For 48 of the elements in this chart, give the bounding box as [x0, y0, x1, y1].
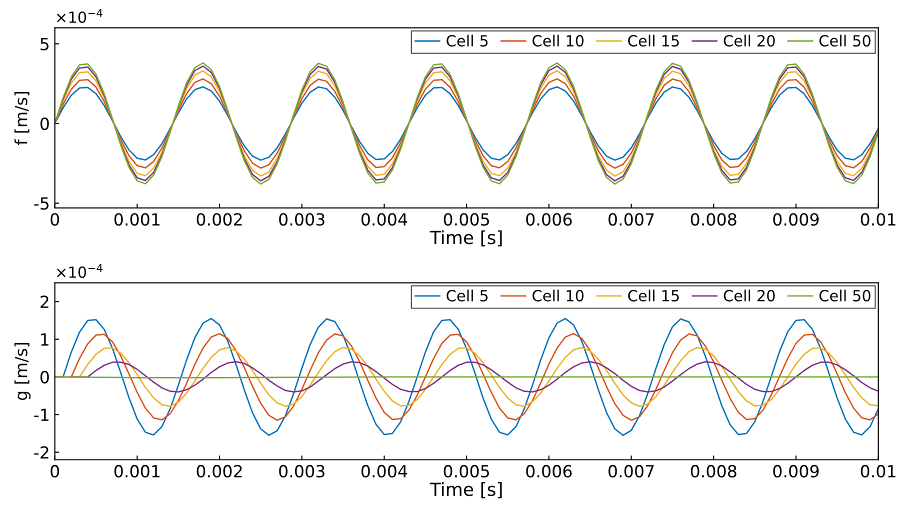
legend-label: Cell 20 [724, 290, 775, 302]
line-series [54, 86, 878, 161]
y-tick-label: 5 [40, 38, 49, 50]
legend-label: Cell 10 [532, 290, 584, 302]
legend-label: Cell 10 [532, 34, 584, 47]
legend-label: Cell 5 [446, 290, 488, 302]
x-tick-label: 0.003 [279, 213, 324, 226]
legend-label: Cell 50 [819, 290, 870, 302]
x-tick-label: 0.008 [690, 213, 736, 226]
x-tick-label: 0.003 [279, 464, 324, 478]
y-axis-title: f [m/s] [14, 92, 30, 145]
x-tick-label: 0.001 [114, 464, 160, 478]
y-tick-label: -1 [34, 408, 48, 421]
y-tick-label: 2 [40, 296, 48, 308]
x-tick-label: 0 [50, 213, 60, 226]
x-tick-label: 0.009 [773, 213, 819, 226]
x-tick-label: 0 [50, 464, 60, 478]
y-tick-label: 1 [41, 333, 48, 346]
x-tick-label: 0.01 [860, 213, 896, 226]
legend-label: Cell 5 [446, 34, 488, 47]
y-tick-label: -5 [34, 197, 49, 210]
legend-label: Cell 50 [819, 34, 870, 47]
x-tick-label: 0.005 [444, 213, 489, 226]
x-axis-title: Time [s] [430, 482, 502, 498]
x-tick-label: 0.009 [773, 464, 819, 478]
x-tick-label: 0.006 [526, 464, 572, 478]
x-axis-title: Time [s] [430, 230, 502, 246]
x-tick-label: 0.005 [444, 464, 489, 478]
x-tick-label: 0.002 [196, 213, 242, 226]
x-tick-label: 0.007 [608, 464, 654, 478]
x-tick-label: 0.007 [608, 213, 654, 226]
y-axis-title: g [m/s] [14, 342, 31, 400]
text: ×10$^{−4}$ [56, 264, 102, 278]
x-tick-label: 0.004 [361, 213, 408, 226]
x-tick-label: 0.006 [526, 213, 572, 226]
x-tick-label: 0.002 [196, 464, 242, 478]
y-tick-label: -2 [34, 446, 48, 459]
line-series [70, 361, 878, 393]
x-tick-label: 0.01 [860, 464, 896, 478]
x-tick-label: 0.001 [114, 213, 160, 226]
text: ×10$^{−4}$ [56, 9, 102, 23]
legend-label: Cell 15 [628, 290, 679, 302]
legend-label: Cell 15 [628, 34, 679, 47]
y-tick-label: 0 [40, 370, 49, 384]
x-tick-label: 0.004 [361, 464, 408, 478]
y-tick-label: 0 [40, 117, 49, 130]
x-tick-label: 0.008 [690, 464, 736, 478]
legend-label: Cell 20 [724, 34, 775, 47]
